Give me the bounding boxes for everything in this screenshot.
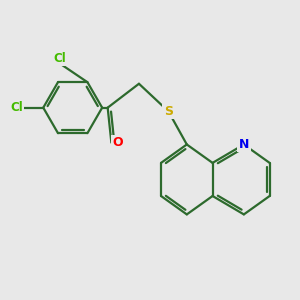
Text: Cl: Cl xyxy=(53,52,66,65)
Text: Cl: Cl xyxy=(10,101,23,114)
Text: S: S xyxy=(164,105,173,118)
Text: O: O xyxy=(113,136,123,149)
Text: N: N xyxy=(239,138,249,151)
